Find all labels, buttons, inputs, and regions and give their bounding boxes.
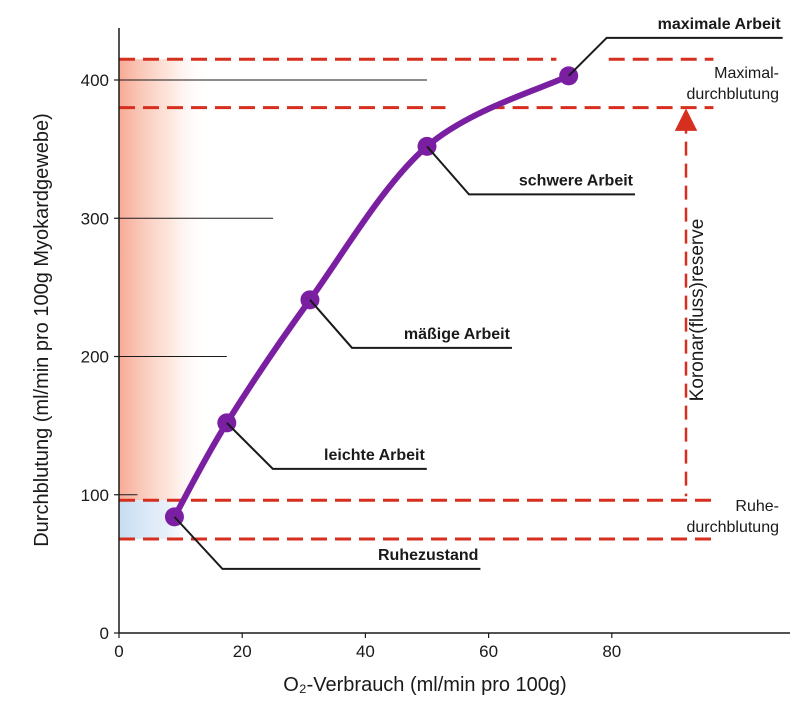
annotation-layer: Ruhezustand leichte Arbeit mäßige Arbeit sc…	[173, 16, 783, 570]
callout-line-3	[426, 145, 635, 196]
point-label-0: Ruhezustand	[378, 547, 478, 564]
callout-line-0	[173, 516, 481, 570]
callout-line-4	[567, 36, 783, 77]
x-tick-label-60: 60	[479, 642, 498, 661]
y-tick-label-200: 200	[81, 348, 109, 367]
gridline-layer	[119, 79, 427, 496]
x-tick-label-80: 80	[602, 642, 621, 661]
y-tick-label-300: 300	[81, 209, 109, 228]
callout-line-1	[226, 422, 427, 470]
x-tick-label-20: 20	[233, 642, 252, 661]
y-tick-label-100: 100	[81, 486, 109, 505]
point-label-2: mäßige Arbeit	[404, 326, 511, 343]
point-label-1: leichte Arbeit	[324, 447, 425, 464]
blue-shading-band	[119, 500, 199, 539]
axis-layer: 0 100 200 300 400 0 20 40 60 80 O₂-Verbrauch (ml/m…	[31, 28, 790, 696]
y-tick-label-400: 400	[81, 71, 109, 90]
band-label-0: Maximal-durchblutung	[686, 65, 779, 103]
shading-layer	[119, 59, 209, 539]
point-label-4: maximale Arbeit	[658, 16, 782, 33]
reference-line-layer	[119, 57, 714, 541]
x-axis-title: O₂-Verbrauch (ml/min pro 100g)	[283, 674, 566, 696]
callout-line-2	[309, 299, 512, 349]
band-label-1: Ruhe-durchblutung	[686, 498, 779, 536]
x-tick-label-40: 40	[356, 642, 375, 661]
reserve-label: Koronar(fluss)reserve	[687, 219, 708, 402]
x-tick-label-0: 0	[114, 642, 123, 661]
point-label-3: schwere Arbeit	[519, 172, 634, 189]
y-axis-title: Durchblutung (ml/min pro 100g Myokardgew…	[31, 113, 53, 547]
red-shading-band	[119, 59, 209, 501]
y-tick-label-0: 0	[100, 624, 109, 643]
